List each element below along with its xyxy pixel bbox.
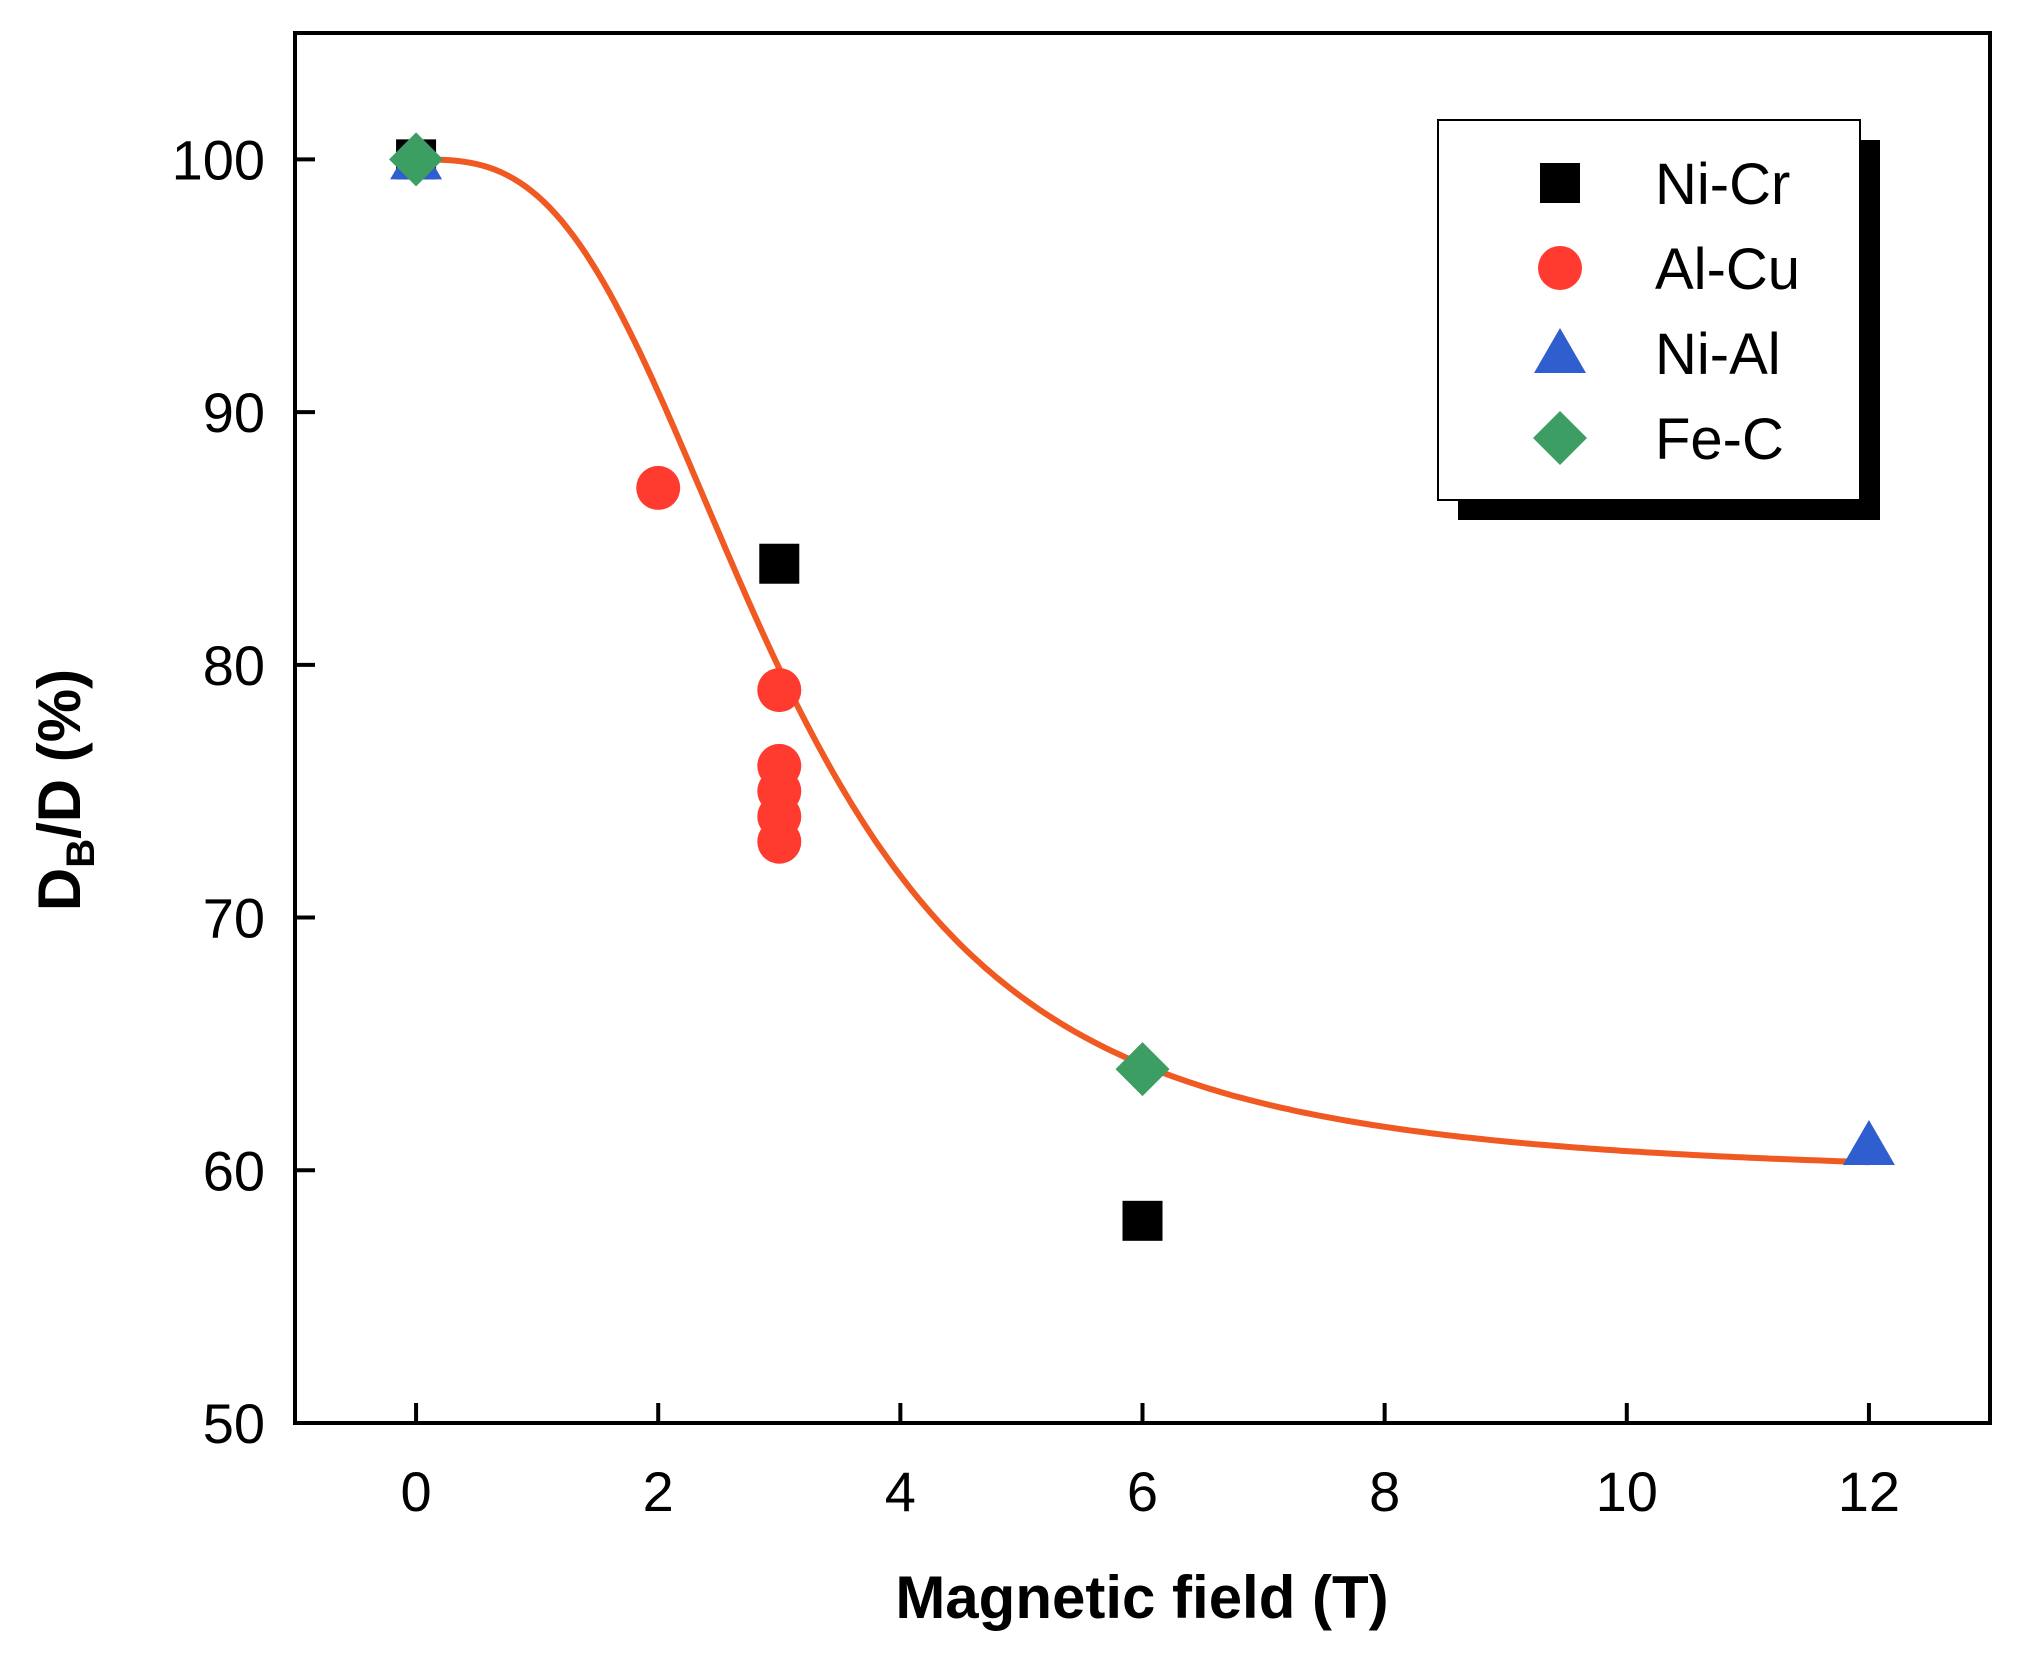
legend-marker-al-cu: [1538, 246, 1582, 290]
data-point-al-cu: [757, 668, 802, 713]
legend-label-al-cu: Al-Cu: [1655, 237, 1800, 302]
x-tick-label: 2: [643, 1460, 674, 1523]
y-tick-label: 90: [203, 381, 265, 444]
data-point-ni-cr: [759, 543, 800, 584]
x-axis-title: Magnetic field (T): [895, 1564, 1388, 1631]
y-axis-title-subscript: B: [59, 839, 103, 868]
y-tick-label: 70: [203, 887, 265, 950]
legend-marker-ni-cr: [1540, 163, 1580, 203]
y-axis-title-rest: /D (%): [26, 669, 93, 839]
data-point-ni-cr: [1122, 1200, 1163, 1241]
x-tick-label: 10: [1596, 1460, 1658, 1523]
data-point-fe-c: [1115, 1042, 1170, 1097]
legend: Ni-Cr Al-Cu Ni-Al Fe-C: [1437, 119, 1880, 520]
legend-label-fe-c: Fe-C: [1655, 407, 1784, 472]
legend-label-ni-al: Ni-Al: [1655, 322, 1781, 387]
data-point-fe-c: [389, 132, 444, 187]
x-tick-label: 4: [885, 1460, 916, 1523]
y-axis-title: DB/D (%): [26, 669, 103, 911]
x-tick-label: 12: [1838, 1460, 1900, 1523]
data-point-al-cu: [757, 819, 802, 864]
x-tick-label: 0: [400, 1460, 431, 1523]
legend-marker-ni-al: [1534, 328, 1586, 373]
x-tick-label: 8: [1369, 1460, 1400, 1523]
legend-marker-fe-c: [1533, 411, 1587, 465]
legend-box: [1437, 119, 1861, 501]
legend-label-ni-cr: Ni-Cr: [1655, 152, 1790, 217]
y-tick-label: 50: [203, 1392, 265, 1455]
y-tick-label: 60: [203, 1139, 265, 1202]
y-tick-label: 100: [172, 128, 265, 191]
y-axis-title-main: D: [26, 868, 93, 911]
data-point-al-cu: [636, 465, 681, 510]
x-tick-label: 6: [1127, 1460, 1158, 1523]
data-point-ni-al: [1842, 1120, 1895, 1165]
y-tick-label: 80: [203, 634, 265, 697]
